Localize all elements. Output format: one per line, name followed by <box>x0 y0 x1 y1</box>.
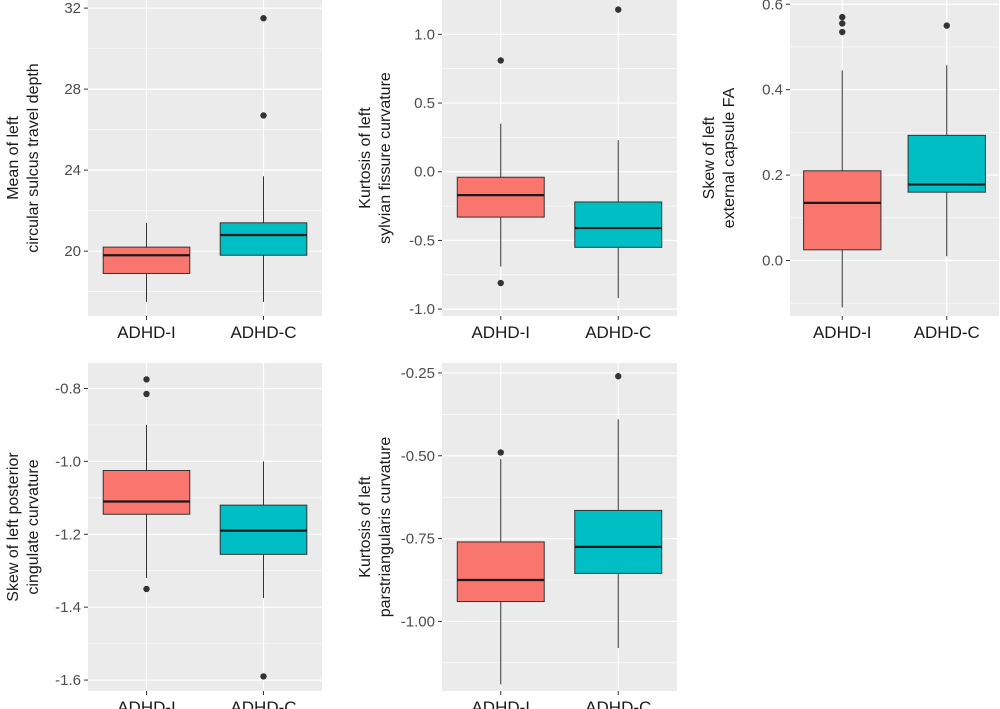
iqr-box <box>456 541 545 603</box>
panel-1: 20 24 28 32 ADHD-I ADHD-C Mean of left circular… <box>5 0 322 342</box>
outlier-point <box>143 585 150 593</box>
box-adhd-i <box>102 222 191 302</box>
y-axis-title-line: external capsule FA <box>721 87 738 228</box>
outlier-point <box>615 6 622 13</box>
outlier-point <box>497 279 504 287</box>
y-tick-label: -1.6 <box>55 672 81 689</box>
y-axis-title-line: cingulate curvature <box>25 459 42 594</box>
x-category-label: ADHD-C <box>585 698 651 709</box>
outlier-point <box>260 112 267 119</box>
outlier-point <box>260 673 267 680</box>
y-tick-label: 1.0 <box>414 26 435 43</box>
iqr-box <box>102 246 191 274</box>
y-tick-label: -1.0 <box>55 453 81 470</box>
panel-background <box>442 0 677 316</box>
box-adhd-c <box>219 15 308 302</box>
y-axis-title-line: parstriangularis curvature <box>377 437 394 618</box>
x-category-label: ADHD-I <box>813 323 872 342</box>
outlier-point <box>497 57 504 64</box>
y-tick-label: 0.6 <box>762 0 783 13</box>
y-tick-label: 28 <box>64 81 81 98</box>
y-tick-label: -0.8 <box>55 381 81 398</box>
box-adhd-c <box>907 22 986 257</box>
x-category-label: ADHD-C <box>914 323 980 342</box>
box-adhd-i <box>456 57 545 287</box>
y-axis-title-line: sylvian fissure curvature <box>377 72 394 244</box>
x-category-label: ADHD-I <box>117 698 176 709</box>
panel-2: -1.0 -0.5 0.0 0.5 1.0 ADHD-I ADHD-C Kurtosis of… <box>357 0 677 342</box>
iqr-box <box>102 470 191 515</box>
y-axis-title: Mean of left circular sulcus travel depth <box>5 63 42 252</box>
iqr-box <box>907 134 986 193</box>
y-axis-title: Skew of left external capsule FA <box>701 87 738 228</box>
y-axis-title: Kurtosis of left parstriangularis curvatu… <box>357 437 394 618</box>
box-adhd-i <box>456 449 545 685</box>
y-axis-title: Kurtosis of left sylvian fissure curvatur… <box>357 72 394 244</box>
y-axis-title-line: Kurtosis of left <box>357 107 374 209</box>
y-tick-label: -0.75 <box>401 531 435 548</box>
y-tick-label: 24 <box>64 162 81 179</box>
outlier-point <box>143 390 150 398</box>
y-tick-label: -1.2 <box>55 526 81 543</box>
y-tick-label: -1.0 <box>409 301 435 318</box>
y-axis-title-line: circular sulcus travel depth <box>25 63 42 252</box>
outlier-point <box>839 13 846 21</box>
y-tick-label: -0.25 <box>401 365 435 382</box>
x-category-label: ADHD-C <box>585 323 651 342</box>
x-category-label: ADHD-I <box>471 323 530 342</box>
y-tick-label: 0.2 <box>762 167 783 184</box>
outlier-point <box>497 449 504 456</box>
y-axis-title-line: Skew of left posterior <box>5 452 22 602</box>
outlier-point <box>615 373 622 380</box>
outlier-point <box>943 22 950 29</box>
iqr-box <box>574 509 663 574</box>
box-adhd-c <box>219 461 308 680</box>
y-axis-title-line: Mean of left <box>5 116 22 200</box>
box-adhd-i <box>803 13 882 308</box>
outlier-point <box>260 15 267 22</box>
outlier-point <box>143 376 150 383</box>
iqr-box <box>219 222 308 256</box>
x-category-label: ADHD-I <box>117 323 176 342</box>
panel-3: 0.0 0.2 0.4 0.6 ADHD-I ADHD-C Skew of left exte… <box>701 0 999 342</box>
y-tick-label: -1.4 <box>55 599 81 616</box>
y-tick-label: 0.4 <box>762 82 783 99</box>
iqr-box <box>456 176 545 218</box>
outlier-point <box>839 28 846 36</box>
outlier-point <box>839 20 846 27</box>
y-tick-label: -0.5 <box>409 232 435 249</box>
y-tick-label: 0.5 <box>414 95 435 112</box>
y-axis-title: Skew of left posterior cingulate curvatur… <box>5 452 42 602</box>
panel-5: -1.00 -0.75 -0.50 -0.25 ADHD-I ADHD-C Kurtosis… <box>357 363 677 709</box>
y-tick-label: 20 <box>64 243 81 260</box>
y-tick-label: -0.50 <box>401 448 435 465</box>
iqr-box <box>574 201 663 248</box>
y-tick-label: -1.00 <box>401 613 435 630</box>
box-adhd-c <box>574 373 663 648</box>
y-tick-label: 32 <box>64 0 81 17</box>
panel-4: -1.6 -1.4 -1.2 -1.0 -0.8 ADHD-I ADHD-C Skew of … <box>5 363 322 709</box>
y-axis-title-line: Kurtosis of left <box>357 476 374 578</box>
y-tick-label: 0.0 <box>762 252 783 269</box>
y-tick-label: 0.0 <box>414 164 435 181</box>
iqr-box <box>803 170 882 251</box>
x-category-label: ADHD-C <box>230 698 296 709</box>
y-axis-title-line: Skew of left <box>701 116 718 199</box>
box-adhd-c <box>574 6 663 299</box>
box-adhd-i <box>102 376 191 593</box>
x-category-label: ADHD-C <box>230 323 296 342</box>
x-category-label: ADHD-I <box>471 698 530 709</box>
